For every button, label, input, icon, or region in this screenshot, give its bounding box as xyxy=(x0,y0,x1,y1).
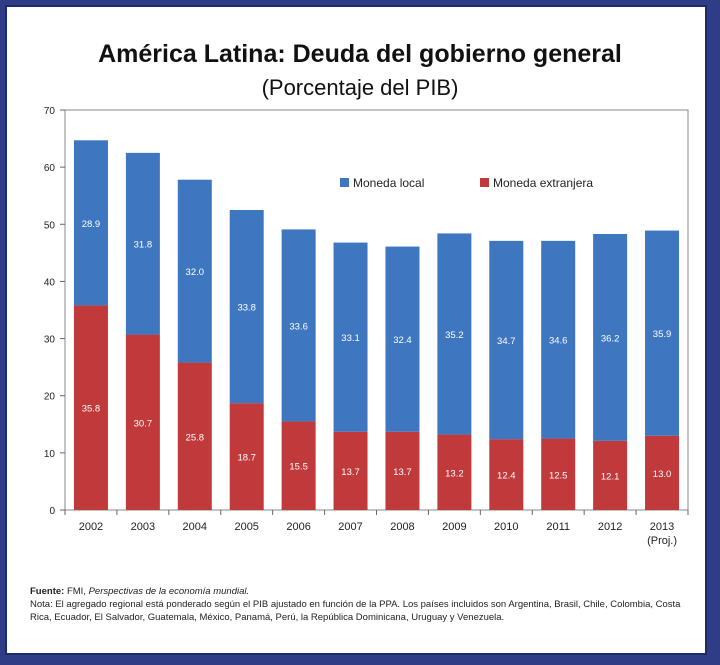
x-tick-label: 2008 xyxy=(390,521,414,533)
bar-moneda-extranjera xyxy=(541,438,576,510)
bar-moneda-local xyxy=(229,210,264,404)
x-tick-label: 2002 xyxy=(79,521,103,533)
data-label-local: 32.4 xyxy=(393,335,412,346)
x-tick-label: 2003 xyxy=(131,521,155,533)
bar-moneda-local xyxy=(541,240,576,439)
y-tick-label: 30 xyxy=(44,335,56,346)
y-tick-label: 40 xyxy=(44,277,56,288)
bar-moneda-extranjera xyxy=(593,440,628,510)
data-label-local: 34.6 xyxy=(549,336,568,347)
chart-title: América Latina: Deuda del gobierno gener… xyxy=(98,40,622,68)
data-label-extranjera: 25.8 xyxy=(186,432,205,443)
bar-moneda-local xyxy=(593,234,628,441)
data-label-local: 32.0 xyxy=(186,267,205,278)
y-tick-label: 70 xyxy=(44,106,56,117)
x-tick-label: 2011 xyxy=(546,521,570,533)
x-tick-label: 2012 xyxy=(598,521,622,533)
bar-moneda-local xyxy=(177,179,212,363)
bar-moneda-extranjera xyxy=(125,334,160,510)
data-label-local: 36.2 xyxy=(601,333,620,344)
y-tick-label: 0 xyxy=(49,506,55,517)
bar-moneda-local xyxy=(73,140,108,306)
y-tick-label: 50 xyxy=(44,220,56,231)
bar-moneda-extranjera xyxy=(229,403,264,510)
bar-moneda-local xyxy=(385,246,420,432)
data-label-extranjera: 13.2 xyxy=(445,468,464,479)
data-label-local: 33.1 xyxy=(341,333,360,344)
data-label-local: 35.2 xyxy=(445,330,464,341)
data-label-local: 33.8 xyxy=(237,303,256,314)
legend-label-extranjera: Moneda extranjera xyxy=(493,176,593,190)
data-label-extranjera: 12.4 xyxy=(497,471,516,482)
bar-moneda-extranjera xyxy=(73,305,108,510)
x-tick-label: 2009 xyxy=(442,521,466,533)
x-tick-label: 2006 xyxy=(286,521,310,533)
bar-moneda-local xyxy=(333,242,368,432)
bar-moneda-extranjera xyxy=(645,435,680,510)
bar-moneda-extranjera xyxy=(333,431,368,510)
data-label-extranjera: 18.7 xyxy=(237,453,256,464)
bar-moneda-extranjera xyxy=(437,434,472,510)
source-publication: Perspectivas de la economía mundial. xyxy=(88,586,250,597)
data-label-extranjera: 13.0 xyxy=(653,469,672,480)
bar-moneda-extranjera xyxy=(281,421,316,510)
chart-subtitle: (Porcentaje del PIB) xyxy=(261,75,459,100)
legend-label-local: Moneda local xyxy=(353,176,424,190)
source-line: Fuente: FMI, Perspectivas de la economía… xyxy=(30,585,700,598)
data-label-extranjera: 30.7 xyxy=(134,418,153,429)
source-org: FMI, xyxy=(66,586,86,597)
note-text: Nota: El agregado regional está ponderad… xyxy=(30,599,681,623)
legend-swatch-extranjera xyxy=(480,178,489,187)
data-label-local: 34.7 xyxy=(497,336,516,347)
data-label-local: 31.8 xyxy=(134,240,153,251)
bar-moneda-extranjera xyxy=(385,431,420,510)
x-tick-sublabel: (Proj.) xyxy=(647,535,677,547)
y-tick-label: 60 xyxy=(44,163,56,174)
x-tick-label: 2005 xyxy=(234,521,258,533)
x-tick-label: 2004 xyxy=(183,521,207,533)
y-tick-label: 10 xyxy=(44,449,56,460)
data-label-extranjera: 35.8 xyxy=(82,404,101,415)
x-tick-label: 2013 xyxy=(650,521,674,533)
chart-footer: Fuente: FMI, Perspectivas de la economía… xyxy=(30,585,700,624)
bar-moneda-local xyxy=(645,230,680,436)
bar-moneda-local xyxy=(489,240,524,440)
data-label-local: 33.6 xyxy=(289,321,308,332)
bar-moneda-local xyxy=(125,152,160,335)
data-label-extranjera: 15.5 xyxy=(289,462,308,473)
x-tick-label: 2010 xyxy=(494,521,518,533)
bar-moneda-extranjera xyxy=(489,439,524,510)
data-label-extranjera: 12.5 xyxy=(549,470,568,481)
data-label-extranjera: 12.1 xyxy=(601,471,620,482)
y-tick-label: 20 xyxy=(44,392,56,403)
legend-swatch-local xyxy=(340,178,349,187)
data-label-local: 35.9 xyxy=(653,329,672,340)
bar-moneda-local xyxy=(281,229,316,422)
data-label-extranjera: 13.7 xyxy=(393,467,412,478)
data-label-extranjera: 13.7 xyxy=(341,467,360,478)
data-label-local: 28.9 xyxy=(82,219,101,230)
x-tick-label: 2007 xyxy=(338,521,362,533)
bar-moneda-local xyxy=(437,233,472,435)
source-label: Fuente: xyxy=(30,586,65,597)
bar-moneda-extranjera xyxy=(177,362,212,510)
